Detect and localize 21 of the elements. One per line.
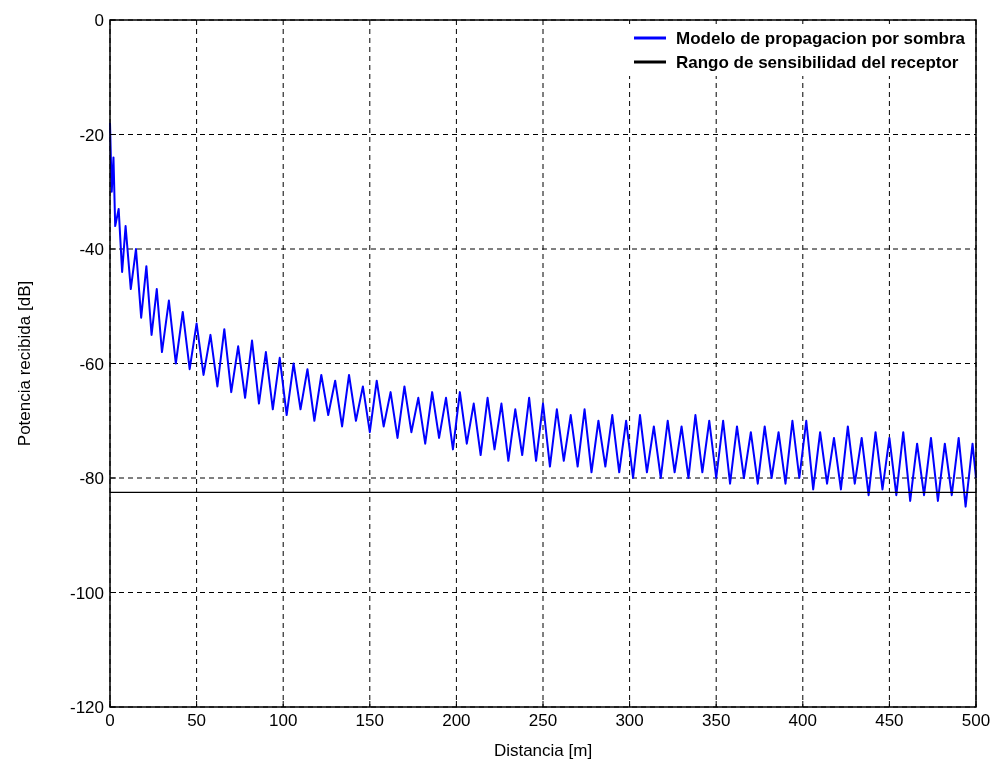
x-tick-label: 250 — [528, 711, 558, 730]
y-tick-label: -80 — [79, 469, 104, 488]
x-axis-title: Distancia [m] — [493, 741, 593, 760]
legend-label: Modelo de propagacion por sombra — [676, 29, 966, 48]
y-tick-label: -20 — [79, 125, 104, 145]
x-tick-label: 100 — [269, 711, 298, 730]
y-axis-title: Potencia recibida [dB] — [15, 280, 34, 447]
x-tick-label: 50 — [187, 711, 207, 730]
x-tick-label: 450 — [875, 711, 904, 730]
x-tick-label: 300 — [615, 711, 644, 730]
x-tick-label: 350 — [702, 711, 731, 730]
y-tick-label: -100 — [69, 583, 104, 603]
y-tick-label: -60 — [79, 354, 104, 374]
y-tick-label: 0 — [94, 11, 104, 30]
legend-label: Rango de sensibilidad del receptor — [676, 53, 959, 72]
y-tick-label: -120 — [69, 698, 104, 717]
x-tick-label: 150 — [355, 711, 384, 730]
x-tick-label: 400 — [788, 711, 817, 730]
x-tick-label: 500 — [961, 711, 991, 730]
y-tick-label: -40 — [79, 240, 104, 259]
x-tick-label: 200 — [442, 711, 471, 730]
